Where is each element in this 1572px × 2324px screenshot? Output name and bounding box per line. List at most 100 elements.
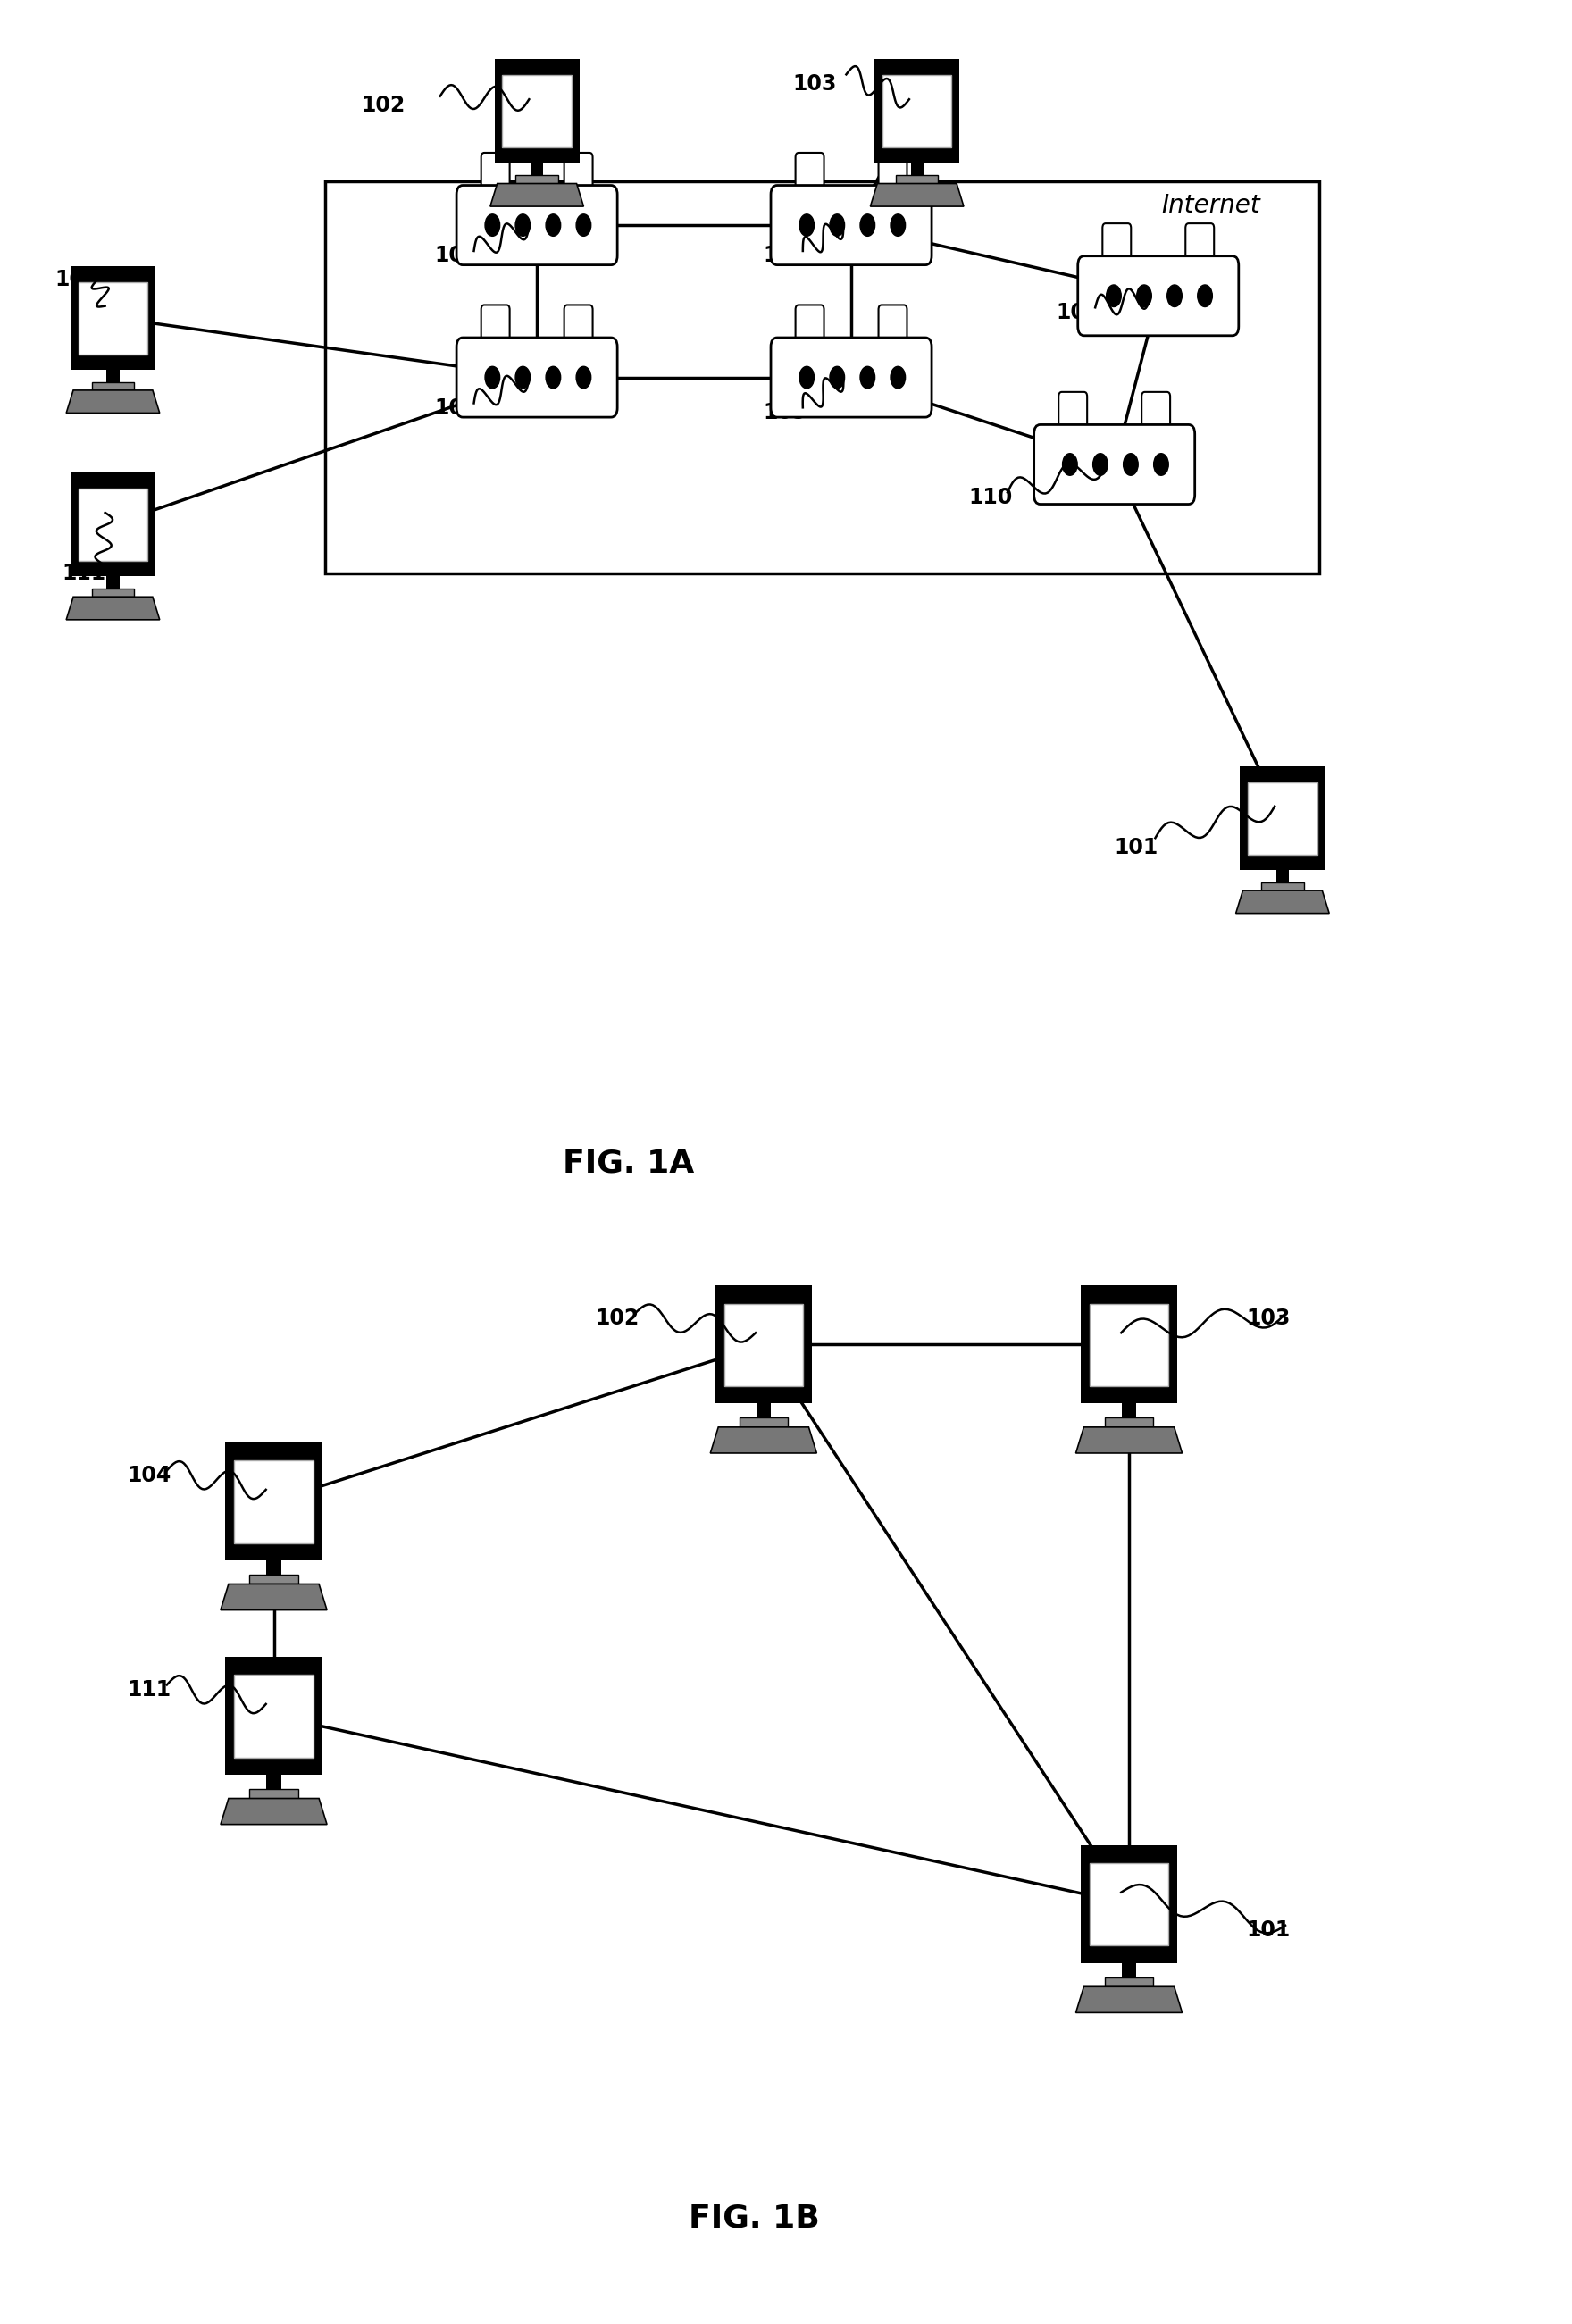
Circle shape — [516, 367, 530, 388]
Circle shape — [261, 1692, 280, 1720]
Text: FIG. 1B: FIG. 1B — [689, 2203, 821, 2233]
Bar — [107, 370, 119, 381]
Circle shape — [830, 214, 844, 237]
Circle shape — [96, 509, 112, 532]
Circle shape — [1130, 1327, 1149, 1355]
Circle shape — [261, 1478, 280, 1504]
Circle shape — [860, 214, 876, 237]
Circle shape — [1278, 797, 1294, 820]
Polygon shape — [220, 1585, 327, 1611]
FancyBboxPatch shape — [495, 58, 580, 163]
Bar — [1105, 1978, 1154, 1987]
Bar — [503, 74, 572, 149]
Circle shape — [253, 1485, 272, 1511]
Circle shape — [105, 304, 121, 328]
Circle shape — [1063, 453, 1077, 476]
FancyBboxPatch shape — [1080, 1285, 1177, 1404]
Circle shape — [1108, 1327, 1127, 1355]
Circle shape — [1265, 802, 1281, 827]
Bar — [910, 163, 923, 174]
Circle shape — [830, 367, 844, 388]
Circle shape — [899, 95, 915, 121]
Circle shape — [539, 95, 555, 121]
Bar — [531, 163, 544, 174]
Bar — [267, 1776, 281, 1789]
Bar — [1122, 1964, 1137, 1978]
Bar — [79, 488, 148, 560]
Circle shape — [269, 1478, 286, 1504]
Circle shape — [1130, 1887, 1149, 1915]
Circle shape — [1107, 286, 1121, 307]
Circle shape — [1124, 1320, 1143, 1348]
Bar — [234, 1462, 313, 1543]
FancyBboxPatch shape — [1141, 393, 1170, 442]
Circle shape — [519, 95, 534, 121]
FancyBboxPatch shape — [564, 153, 593, 202]
Bar — [756, 1404, 770, 1418]
FancyBboxPatch shape — [481, 153, 509, 202]
Circle shape — [750, 1320, 769, 1348]
Bar — [896, 174, 938, 184]
Bar — [516, 174, 558, 184]
Circle shape — [1116, 1880, 1135, 1908]
Circle shape — [115, 509, 130, 532]
Text: 111: 111 — [61, 562, 105, 583]
Bar — [250, 1576, 299, 1585]
Circle shape — [1275, 804, 1291, 827]
Bar — [91, 588, 134, 597]
Circle shape — [1093, 453, 1108, 476]
Circle shape — [115, 302, 130, 325]
Circle shape — [486, 367, 500, 388]
FancyBboxPatch shape — [770, 337, 932, 418]
Bar — [234, 1676, 313, 1757]
Polygon shape — [1236, 890, 1330, 913]
Circle shape — [1137, 286, 1152, 307]
Circle shape — [758, 1320, 777, 1348]
Bar — [725, 1304, 803, 1385]
Polygon shape — [871, 184, 964, 207]
Text: 110: 110 — [968, 486, 1012, 507]
Circle shape — [264, 1485, 283, 1513]
Circle shape — [1119, 1887, 1138, 1915]
Bar — [1105, 1418, 1154, 1427]
Circle shape — [890, 214, 905, 237]
Text: 101: 101 — [1247, 1920, 1291, 1941]
Circle shape — [525, 91, 542, 114]
FancyBboxPatch shape — [456, 337, 618, 418]
Polygon shape — [1075, 1987, 1182, 2013]
Bar — [882, 74, 951, 149]
Text: 104: 104 — [55, 270, 99, 290]
Circle shape — [1108, 1887, 1127, 1915]
Circle shape — [96, 302, 112, 325]
Text: FIG. 1A: FIG. 1A — [563, 1148, 695, 1178]
Circle shape — [102, 502, 118, 528]
FancyBboxPatch shape — [1080, 1845, 1177, 1964]
Circle shape — [1154, 453, 1168, 476]
Bar — [1261, 883, 1303, 890]
Bar — [107, 576, 119, 588]
Circle shape — [516, 214, 530, 237]
Polygon shape — [66, 390, 160, 414]
Circle shape — [755, 1329, 773, 1355]
FancyBboxPatch shape — [481, 304, 509, 353]
Circle shape — [909, 98, 924, 121]
Circle shape — [1272, 797, 1287, 820]
Text: 109: 109 — [764, 402, 808, 423]
Text: 107: 107 — [1056, 302, 1100, 323]
Text: 103: 103 — [792, 72, 836, 95]
Bar — [79, 281, 148, 353]
FancyBboxPatch shape — [225, 1443, 322, 1559]
Circle shape — [1119, 1329, 1138, 1355]
Bar — [1089, 1304, 1168, 1385]
Circle shape — [744, 1327, 761, 1355]
Circle shape — [905, 91, 921, 114]
Text: 111: 111 — [127, 1678, 171, 1701]
Circle shape — [799, 367, 814, 388]
Text: 106: 106 — [764, 244, 808, 267]
Circle shape — [545, 214, 561, 237]
FancyBboxPatch shape — [874, 58, 959, 163]
Circle shape — [577, 367, 591, 388]
FancyBboxPatch shape — [795, 304, 824, 353]
FancyBboxPatch shape — [564, 304, 593, 353]
Polygon shape — [66, 597, 160, 621]
